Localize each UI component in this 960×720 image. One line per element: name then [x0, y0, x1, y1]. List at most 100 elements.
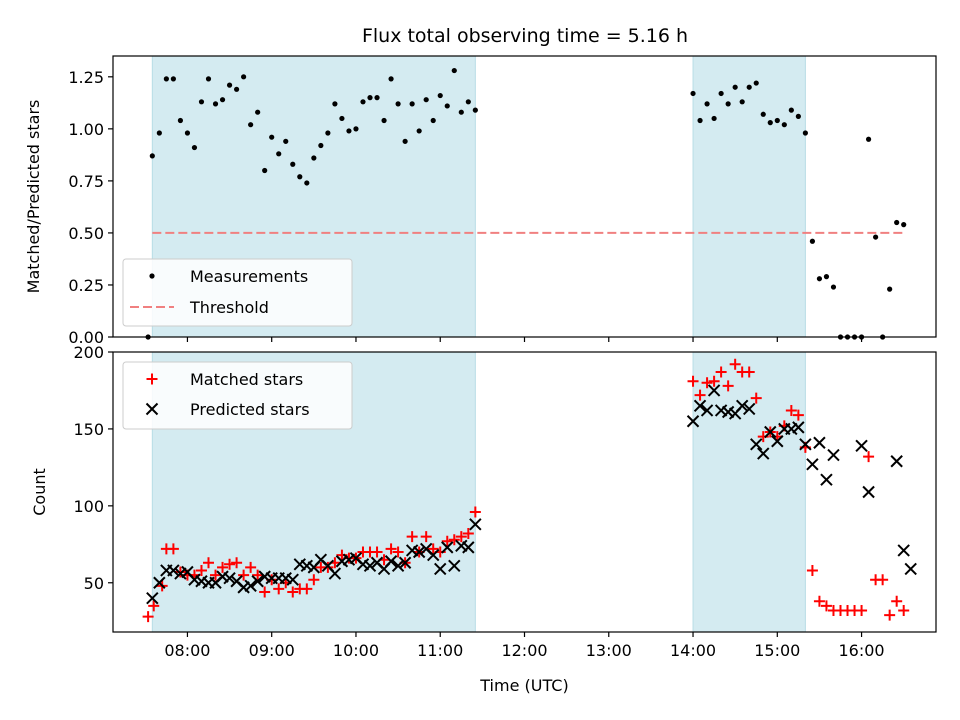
shaded-interval-2 [693, 56, 806, 337]
matched-stars-legend-marker [146, 373, 158, 385]
ratio-x-ticks [186, 337, 863, 342]
matched-stars-point [701, 377, 713, 389]
measurement-point [367, 95, 373, 101]
ratio-legend-box [122, 258, 353, 327]
matched-stars-point [148, 600, 160, 612]
measurement-point [774, 117, 780, 124]
predicted-stars-point [391, 559, 405, 573]
x-tick-label: 09:00 [249, 641, 295, 660]
count-y-ticks: 50 100 150 200 [73, 343, 113, 593]
matched-stars-point [856, 604, 868, 616]
matched-stars-legend-plus [146, 373, 158, 385]
measurement-point [873, 234, 879, 240]
matched-stars-point [820, 600, 832, 612]
x-tick-label: 16:00 [839, 641, 885, 660]
matched-stars-point [687, 375, 699, 387]
y-tick-label: 100 [73, 497, 104, 516]
matched-stars-point [884, 609, 896, 621]
measurement-point [219, 97, 226, 103]
matched-stars-point [142, 611, 154, 623]
measurement-point [788, 107, 794, 113]
predicted-stars-point [448, 559, 461, 573]
measurement-point [865, 136, 872, 142]
predicted-stars-point [146, 591, 159, 605]
predicted-stars-point [764, 425, 777, 439]
measurement-point [704, 101, 710, 107]
measurements-legend-marker [149, 273, 155, 279]
measurement-point [297, 174, 303, 180]
matched-stars-point [195, 564, 207, 576]
measurement-point [697, 117, 703, 124]
matched-stars-point [238, 569, 250, 581]
predicted-stars-point [434, 562, 447, 576]
x-tick-label: 13:00 [586, 641, 632, 660]
measurement-point [887, 286, 893, 292]
x-tick-label: 15:00 [754, 641, 800, 660]
threshold-legend-label: Threshold [189, 298, 269, 317]
measurement-point [269, 134, 275, 140]
y-tick-label: 0.75 [68, 172, 104, 191]
x-tick-label: 14:00 [670, 641, 716, 660]
measurement-point [318, 142, 324, 149]
predicted-stars-legend-marker [145, 402, 159, 416]
matched-stars-point [455, 531, 467, 543]
measurement-point [894, 219, 900, 226]
predicted-stars-legend-x [145, 402, 159, 416]
matched-stars-point [785, 404, 797, 416]
predicted-stars-point [792, 421, 805, 434]
matched-stars-point [729, 358, 741, 370]
predicted-stars-point [153, 576, 166, 589]
measurement-point [760, 111, 766, 117]
predicted-stars-point [757, 447, 770, 460]
measurement-point [177, 117, 184, 124]
predicted-stars-point [462, 541, 475, 554]
matched-stars-point [301, 583, 313, 595]
matched-stars-point [441, 535, 453, 547]
y-tick-label: 0.25 [68, 276, 104, 295]
matched-stars-point [420, 531, 432, 543]
measurement-point [739, 99, 745, 105]
matched-stars-point [448, 534, 460, 546]
measurement-point [226, 82, 233, 88]
matched-stars-point [891, 595, 903, 607]
matched-stars-point [898, 604, 910, 616]
x-tick-label: 10:00 [333, 641, 379, 660]
measurement-points [145, 67, 907, 340]
ratio-panel: 0.00 0.25 0.50 0.75 1.00 1.25 Matched/Predict… [24, 55, 937, 347]
measurement-point [809, 238, 816, 244]
predicted-stars-point [855, 439, 868, 453]
predicted-stars-point [771, 435, 784, 448]
ratio-legend: Measurements Threshold [122, 258, 353, 327]
matched-stars-point [322, 561, 334, 573]
measurement-point [276, 151, 282, 157]
matched-stars-point [715, 366, 727, 378]
measurement-point [753, 80, 759, 86]
count-y-axis-label: Count [30, 468, 49, 516]
measurement-point [423, 97, 429, 103]
measurement-point [830, 284, 837, 290]
matched-stars-point [392, 546, 404, 558]
measurement-point [472, 107, 478, 113]
predicted-stars-point [686, 415, 700, 428]
measurement-point [388, 76, 394, 82]
measurement-point [732, 84, 738, 90]
measurement-point [451, 67, 457, 74]
measurement-point [191, 144, 198, 151]
measurement-point [233, 86, 240, 92]
matched-stars-point [174, 566, 186, 578]
measurement-point [416, 128, 422, 134]
measurement-point [795, 113, 801, 119]
measurement-point [198, 99, 205, 105]
matched-stars-point [722, 380, 734, 392]
predicted-stars-point [813, 436, 826, 449]
matched-stars-point [210, 569, 222, 581]
y-tick-label: 0.00 [68, 328, 104, 347]
measurement-point [205, 76, 212, 82]
measurement-point [241, 74, 247, 80]
matched-stars-point [167, 543, 179, 555]
measurement-point [816, 276, 823, 282]
measurement-point [402, 138, 408, 144]
predicted-stars-point [286, 573, 299, 586]
matched-stars-point [217, 561, 229, 573]
